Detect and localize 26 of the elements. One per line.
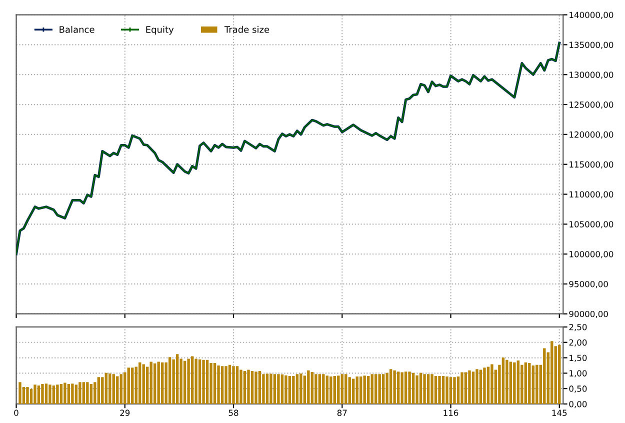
y-tick-label: 130000,00 — [570, 72, 614, 79]
y-tick-label: 0,00 — [569, 400, 587, 408]
y-tick-label: 90000,00 — [569, 310, 608, 318]
y-tick-label: 1,50 — [570, 354, 587, 362]
y-tick-label: 95000,00 — [569, 280, 608, 288]
y-tick-label: 100000,00 — [570, 251, 614, 258]
y-tick-label: 125000,00 — [570, 102, 614, 109]
y-tick-label: 110000,00 — [570, 191, 614, 198]
x-tick-label: 145 — [552, 410, 567, 416]
legend-label: Trade size — [224, 26, 270, 33]
y-tick-label: 2,50 — [569, 324, 587, 332]
y-tick-label: 135000,00 — [570, 42, 614, 49]
legend-label: Balance — [60, 26, 94, 33]
x-tick-label: 87 — [337, 410, 347, 416]
y-tick-label: 0,50 — [569, 386, 587, 393]
x-tick-label: 116 — [444, 410, 458, 416]
y-tick-label: 1,00 — [570, 370, 587, 378]
x-tick-label: 58 — [228, 410, 238, 416]
y-tick-label: 105000,00 — [570, 221, 614, 228]
y-tick-label: 115000,00 — [570, 161, 614, 168]
y-tick-label: 120000,00 — [570, 131, 614, 139]
y-tick-label: 140000,00 — [570, 12, 614, 19]
y-tick-label: 2,00 — [569, 339, 587, 347]
legend-label: Equity — [146, 26, 174, 35]
x-tick-label: 0 — [14, 410, 18, 416]
x-tick-label: 29 — [120, 410, 130, 416]
